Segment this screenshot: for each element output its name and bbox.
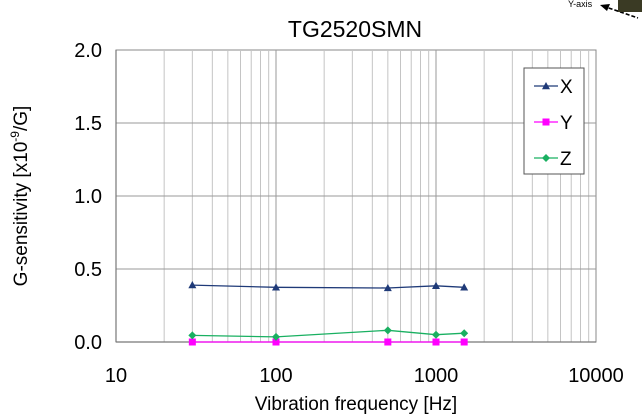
data-point-z — [272, 332, 280, 341]
corner-axis-label: Y-axis — [568, 0, 593, 9]
data-point-z — [460, 329, 469, 338]
x-tick-label: 10000 — [568, 365, 624, 387]
y-tick-label: 1.5 — [74, 113, 102, 135]
legend-marker — [542, 118, 550, 126]
y-axis-label-tail: /G] — [11, 106, 32, 131]
data-point-y — [460, 338, 468, 346]
legend-marker — [542, 82, 550, 90]
y-axis-label-main: G-sensitivity [x10 — [11, 142, 32, 287]
legend-marker — [542, 154, 550, 162]
legend-item-y: Y — [534, 113, 573, 134]
data-point-y — [384, 338, 392, 346]
y-tick-label: 1.0 — [74, 186, 102, 208]
y-tick-label: 2.0 — [74, 40, 102, 62]
y-tick-label: 0.5 — [74, 259, 102, 281]
data-point-x — [460, 283, 469, 291]
data-point-z — [383, 326, 392, 335]
data-point-x — [383, 283, 392, 292]
legend: XYZ — [523, 67, 585, 175]
series-x — [188, 281, 469, 292]
data-point-x — [188, 281, 197, 289]
x-tick-label: 10 — [105, 365, 127, 387]
legend-label: X — [560, 77, 573, 98]
data-point-y — [272, 338, 280, 346]
y-axis-label-exponent: -9 — [8, 131, 22, 142]
x-tick-label: 1000 — [414, 365, 459, 387]
x-axis-label: Vibration frequency [Hz] — [255, 394, 457, 415]
y-tick-label: 0.0 — [74, 332, 102, 354]
series-layer — [188, 281, 469, 346]
x-tick-labels: 10 100 1000 10000 — [105, 365, 624, 387]
corner-arrow-head — [600, 4, 610, 11]
legend-item-z: Z — [534, 149, 572, 170]
series-y — [188, 338, 468, 346]
corner-annotation: Y-axis — [568, 0, 642, 19]
data-point-y — [432, 338, 440, 346]
legend-item-x: X — [534, 77, 573, 98]
data-point-z — [432, 330, 440, 339]
chart-title: TG2520SMN — [288, 16, 422, 42]
gridlines — [115, 50, 596, 343]
legend-label: Z — [560, 149, 572, 170]
data-point-x — [272, 283, 280, 291]
corner-photo-fragment — [618, 0, 642, 12]
data-point-z — [188, 331, 197, 340]
x-tick-label: 100 — [259, 365, 292, 387]
series-z — [188, 326, 469, 341]
y-tick-labels: 0.0 0.5 1.0 1.5 2.0 — [74, 40, 102, 354]
data-point-y — [188, 338, 196, 346]
data-point-x — [432, 281, 440, 289]
y-axis-label: G-sensitivity [x10-9/G] — [8, 106, 32, 287]
legend-label: Y — [560, 113, 573, 134]
